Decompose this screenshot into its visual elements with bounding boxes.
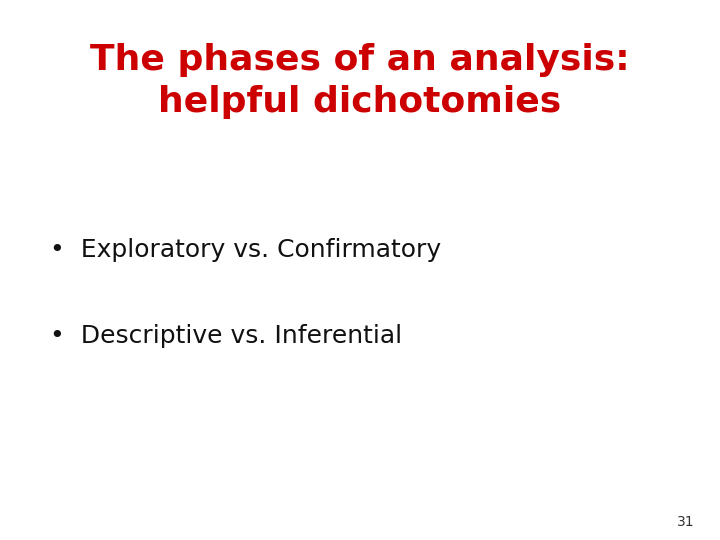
Text: •  Descriptive vs. Inferential: • Descriptive vs. Inferential [50,324,402,348]
Text: The phases of an analysis:
helpful dichotomies: The phases of an analysis: helpful dicho… [90,43,630,119]
Text: •  Exploratory vs. Confirmatory: • Exploratory vs. Confirmatory [50,238,441,261]
Text: 31: 31 [678,515,695,529]
